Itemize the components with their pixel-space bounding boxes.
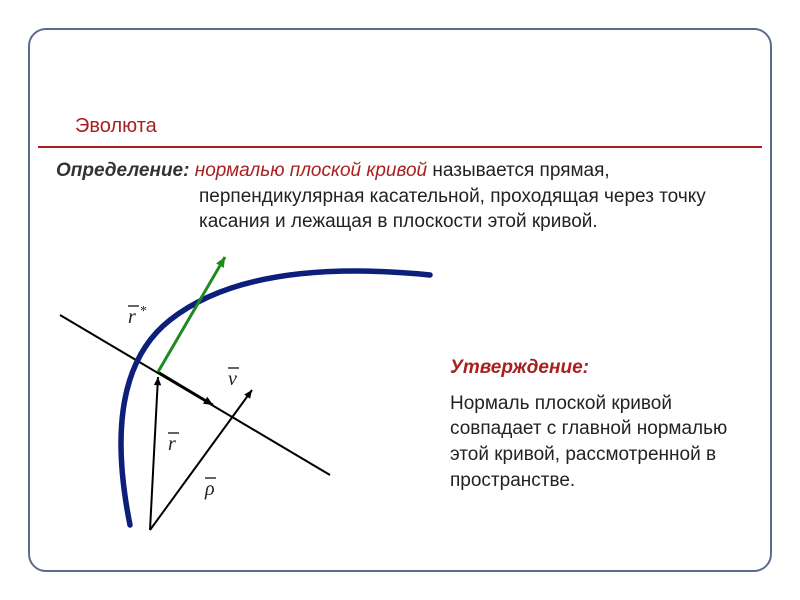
svg-text:r: r — [128, 306, 136, 328]
geometry-diagram: r * ν r ρ — [50, 245, 440, 555]
definition-label: Определение: — [56, 160, 189, 181]
definition-body-rest: перпендикулярная касательной, проходящая… — [199, 184, 756, 235]
definition-block: Определение: нормалью плоской кривой наз… — [56, 158, 756, 235]
title-underline — [38, 146, 762, 148]
statement-title: Утверждение: — [450, 355, 730, 381]
svg-text:r: r — [168, 433, 176, 455]
section-title: Эволюта — [75, 115, 157, 138]
svg-text:*: * — [140, 304, 147, 319]
statement-body: Нормаль плоской кривой совпадает с главн… — [450, 393, 727, 491]
statement-block: Утверждение: Нормаль плоской кривой совп… — [450, 355, 730, 493]
svg-text:ρ: ρ — [204, 478, 215, 500]
definition-body-first: называется прямая, — [427, 160, 610, 181]
svg-text:ν: ν — [228, 368, 237, 390]
definition-highlight: нормалью плоской кривой — [195, 160, 427, 181]
